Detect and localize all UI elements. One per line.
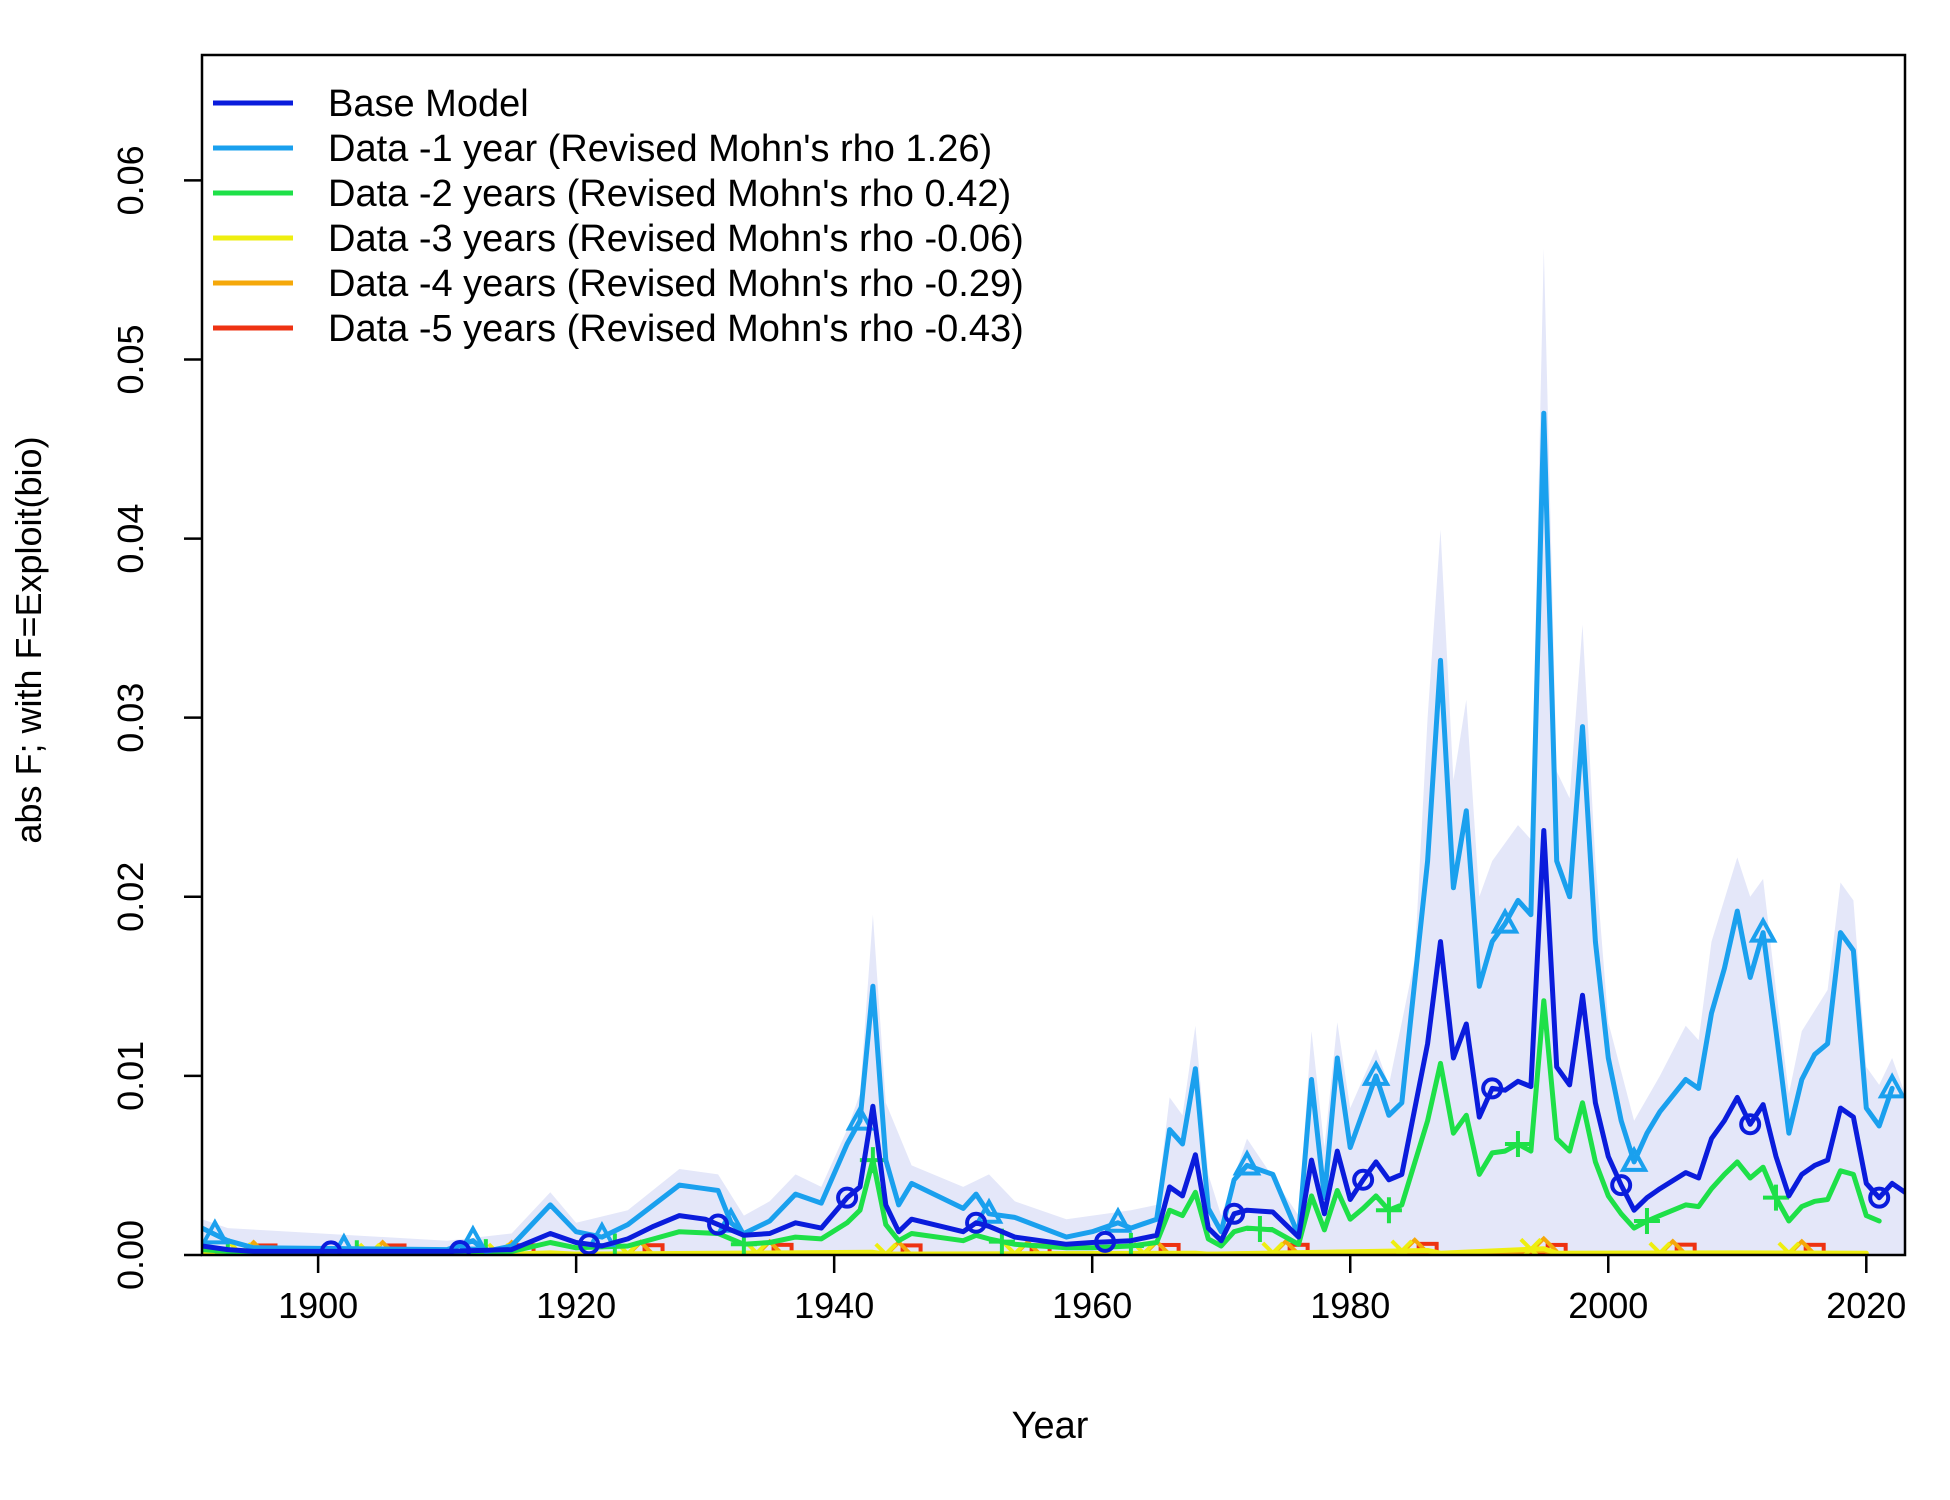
series-4-marker	[1261, 1241, 1285, 1255]
legend-label-6: Data -5 years (Revised Mohn's rho -0.43)	[328, 308, 1024, 350]
series-2-marker	[845, 1104, 875, 1131]
series-1-marker	[965, 1211, 988, 1234]
legend-label-5: Data -4 years (Revised Mohn's rho -0.29)	[328, 263, 1024, 305]
y-tick-label: 0.02	[110, 862, 151, 932]
uncertainty-band	[202, 248, 1905, 1255]
y-tick-label: 0.05	[110, 324, 151, 394]
series-2-marker	[1361, 1059, 1391, 1086]
series-2-marker	[974, 1197, 1004, 1224]
series-1-marker	[1352, 1168, 1375, 1191]
y-tick-label: 0.01	[110, 1041, 151, 1111]
series-3-marker	[1633, 1207, 1660, 1234]
series-1-marker	[449, 1240, 472, 1255]
axes: 1900 1920 1940 1960 1980 2000 2020 0.00 0.01 0.02…	[110, 53, 1907, 1326]
series-4-marker	[1519, 1237, 1543, 1255]
series-line-1	[202, 828, 1905, 1254]
series-1-marker	[707, 1213, 730, 1236]
series-3-marker	[1504, 1130, 1531, 1157]
series-2-marker	[1490, 907, 1520, 934]
series-1-marker	[320, 1240, 343, 1255]
series-1-marker	[1739, 1113, 1762, 1136]
series-1-marker	[1223, 1202, 1246, 1225]
plot-frame	[200, 53, 1907, 1257]
legend-label-4: Data -3 years (Revised Mohn's rho -0.06)	[328, 218, 1024, 260]
y-tick-label: 0.03	[110, 683, 151, 753]
y-tick-label: 0.00	[110, 1220, 151, 1290]
x-tick-label: 2000	[1568, 1285, 1648, 1326]
series-line-2	[202, 410, 1895, 1254]
series-3-marker	[1246, 1216, 1273, 1243]
series-2-marker	[1232, 1149, 1262, 1176]
x-tick-label: 1940	[794, 1285, 874, 1326]
y-tick-label: 0.04	[110, 504, 151, 574]
series-1-marker	[836, 1186, 859, 1209]
series-4-marker	[1390, 1239, 1414, 1255]
series-2-marker	[1748, 916, 1778, 943]
series-3-marker	[1375, 1197, 1402, 1224]
series-1-marker	[578, 1233, 601, 1255]
series-3-marker	[1762, 1184, 1789, 1211]
series-1-marker	[1094, 1230, 1117, 1253]
x-tick-label: 1920	[536, 1285, 616, 1326]
legend-label-3: Data -2 years (Revised Mohn's rho 0.42)	[328, 173, 1011, 215]
series-1-marker	[1610, 1174, 1633, 1197]
y-axis-label: abs F; with F=Exploit(bio)	[8, 436, 49, 843]
legend-label-1: Base Model	[328, 83, 529, 125]
series-4-marker	[1777, 1241, 1801, 1255]
x-tick-label: 1900	[278, 1285, 358, 1326]
legend-label-2: Data -1 year (Revised Mohn's rho 1.26)	[328, 128, 992, 170]
x-axis-label: Year	[1012, 1405, 1089, 1447]
series-1-marker	[1868, 1186, 1891, 1209]
series-2-marker	[1103, 1206, 1133, 1233]
series-1-marker	[1481, 1077, 1504, 1100]
y-tick-label: 0.06	[110, 145, 151, 215]
x-tick-label: 1960	[1052, 1285, 1132, 1326]
series-line-3	[202, 998, 1882, 1255]
series-2-marker	[202, 1218, 230, 1245]
series-2-marker	[1619, 1145, 1649, 1172]
x-tick-label: 2020	[1826, 1285, 1906, 1326]
series-2-marker	[1877, 1072, 1905, 1099]
series-4-marker	[1648, 1241, 1672, 1255]
x-tick-label: 1980	[1310, 1285, 1390, 1326]
